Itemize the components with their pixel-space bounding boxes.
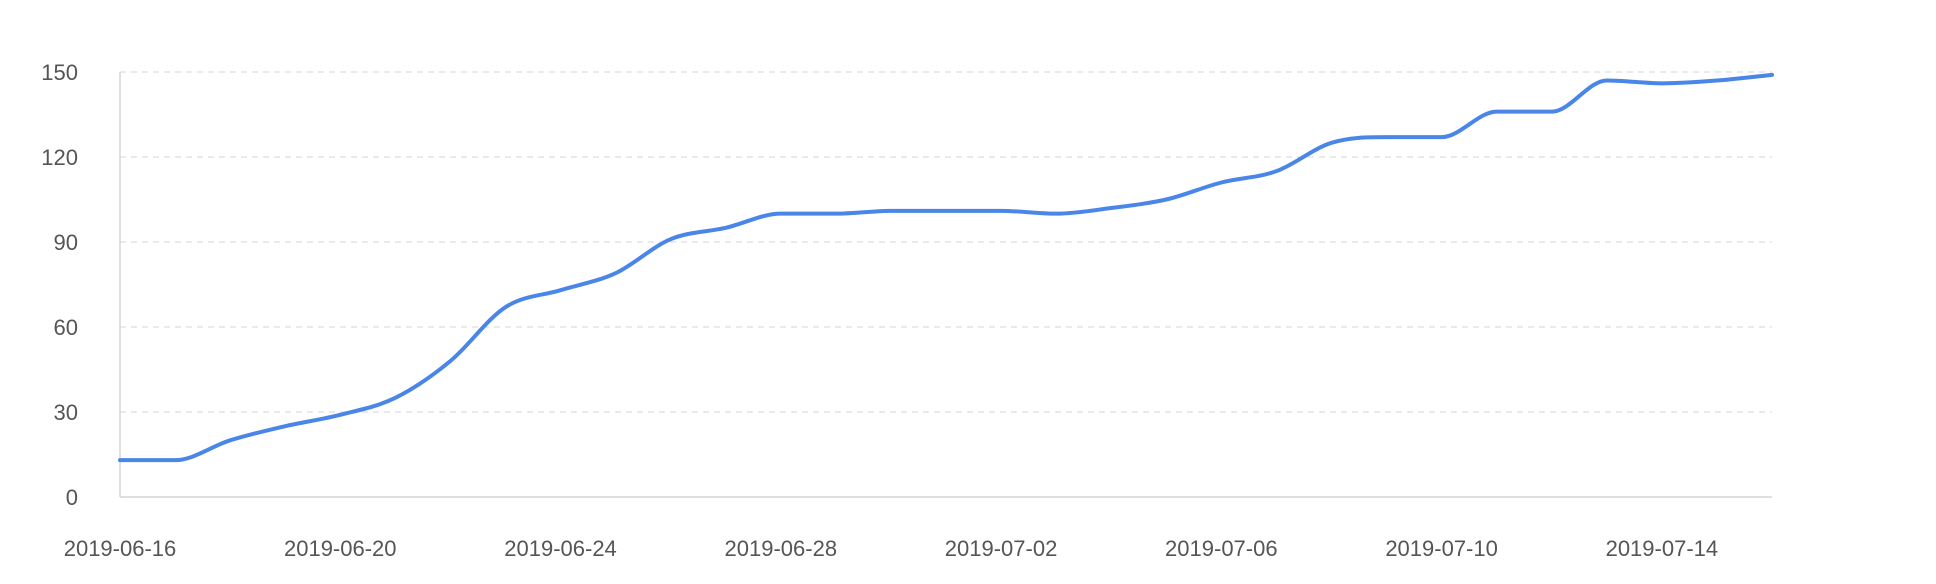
y-axis-tick-labels: 0 30 60 90 120 150 <box>41 60 78 510</box>
y-tick-label: 60 <box>54 315 78 340</box>
axes <box>119 72 1772 498</box>
x-axis-tick-labels: 2019-06-16 2019-06-20 2019-06-24 2019-06-28… <box>64 536 1718 561</box>
x-tick-label: 2019-06-20 <box>284 536 397 561</box>
y-tick-label: 0 <box>66 485 78 510</box>
y-tick-label: 90 <box>54 230 78 255</box>
x-tick-label: 2019-06-28 <box>725 536 838 561</box>
x-tick-label: 2019-07-10 <box>1385 536 1498 561</box>
y-tick-label: 150 <box>41 60 78 85</box>
x-tick-label: 2019-06-16 <box>64 536 177 561</box>
x-tick-label: 2019-07-14 <box>1606 536 1719 561</box>
series-layer <box>118 72 1774 463</box>
x-tick-label: 2019-06-24 <box>504 536 617 561</box>
y-tick-label: 120 <box>41 145 78 170</box>
x-tick-label: 2019-07-06 <box>1165 536 1278 561</box>
grid-lines <box>120 71 1772 413</box>
series-line <box>118 72 1774 463</box>
y-tick-label: 30 <box>54 400 78 425</box>
x-tick-label: 2019-07-02 <box>945 536 1058 561</box>
